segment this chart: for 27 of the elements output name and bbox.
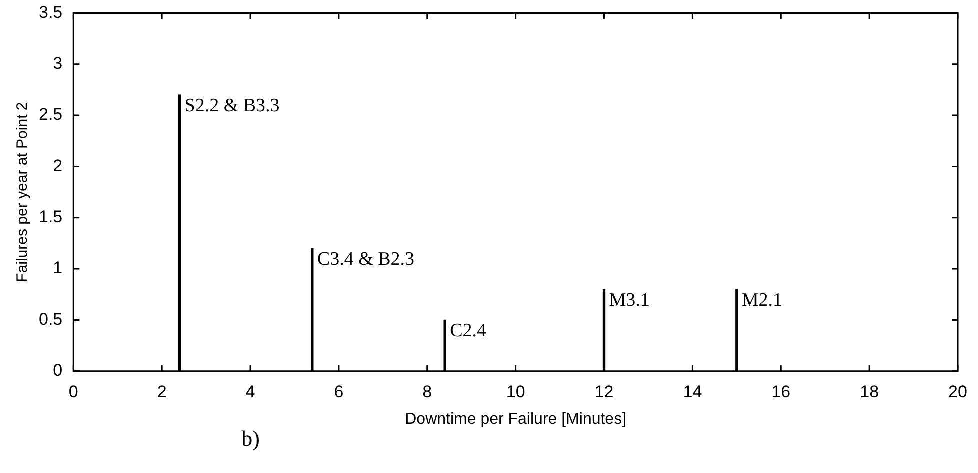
x-tick-label: 2 (157, 382, 167, 402)
x-tick-label: 6 (334, 382, 344, 402)
text: b) (242, 426, 260, 452)
y-tick-label: 0.5 (38, 310, 63, 329)
annotation: M2.1 (742, 290, 783, 312)
x-axis-title: Downtime per Failure [Minutes] (405, 410, 627, 428)
x-tick-label: 20 (948, 382, 968, 402)
x-tick-label: 0 (68, 382, 78, 402)
x-tick-label: 10 (506, 382, 526, 402)
x-tick-label: 16 (772, 382, 791, 402)
y-axis-title: Failures per year at Point 2 (14, 102, 32, 282)
annotation: M3.1 (609, 290, 650, 312)
y-tick-label: 1 (53, 258, 63, 278)
x-tick-label: 4 (246, 382, 256, 402)
y-tick-label: 2.5 (38, 105, 63, 124)
y-tick-label: 0 (53, 361, 63, 380)
x-tick-label: 14 (683, 382, 702, 402)
y-tick-label: 3 (53, 54, 63, 74)
annotation: C2.4 (450, 320, 487, 342)
annotation: C3.4 & B2.3 (317, 249, 415, 270)
y-tick-label: 3.5 (38, 2, 63, 22)
x-tick-label: 8 (422, 382, 432, 402)
y-tick-label: 1.5 (38, 208, 63, 227)
annotation: S2.2 & B3.3 (184, 96, 280, 117)
x-tick-label: 12 (594, 382, 614, 402)
x-tick-label: 18 (860, 382, 880, 402)
y-tick-label: 2 (53, 156, 63, 176)
